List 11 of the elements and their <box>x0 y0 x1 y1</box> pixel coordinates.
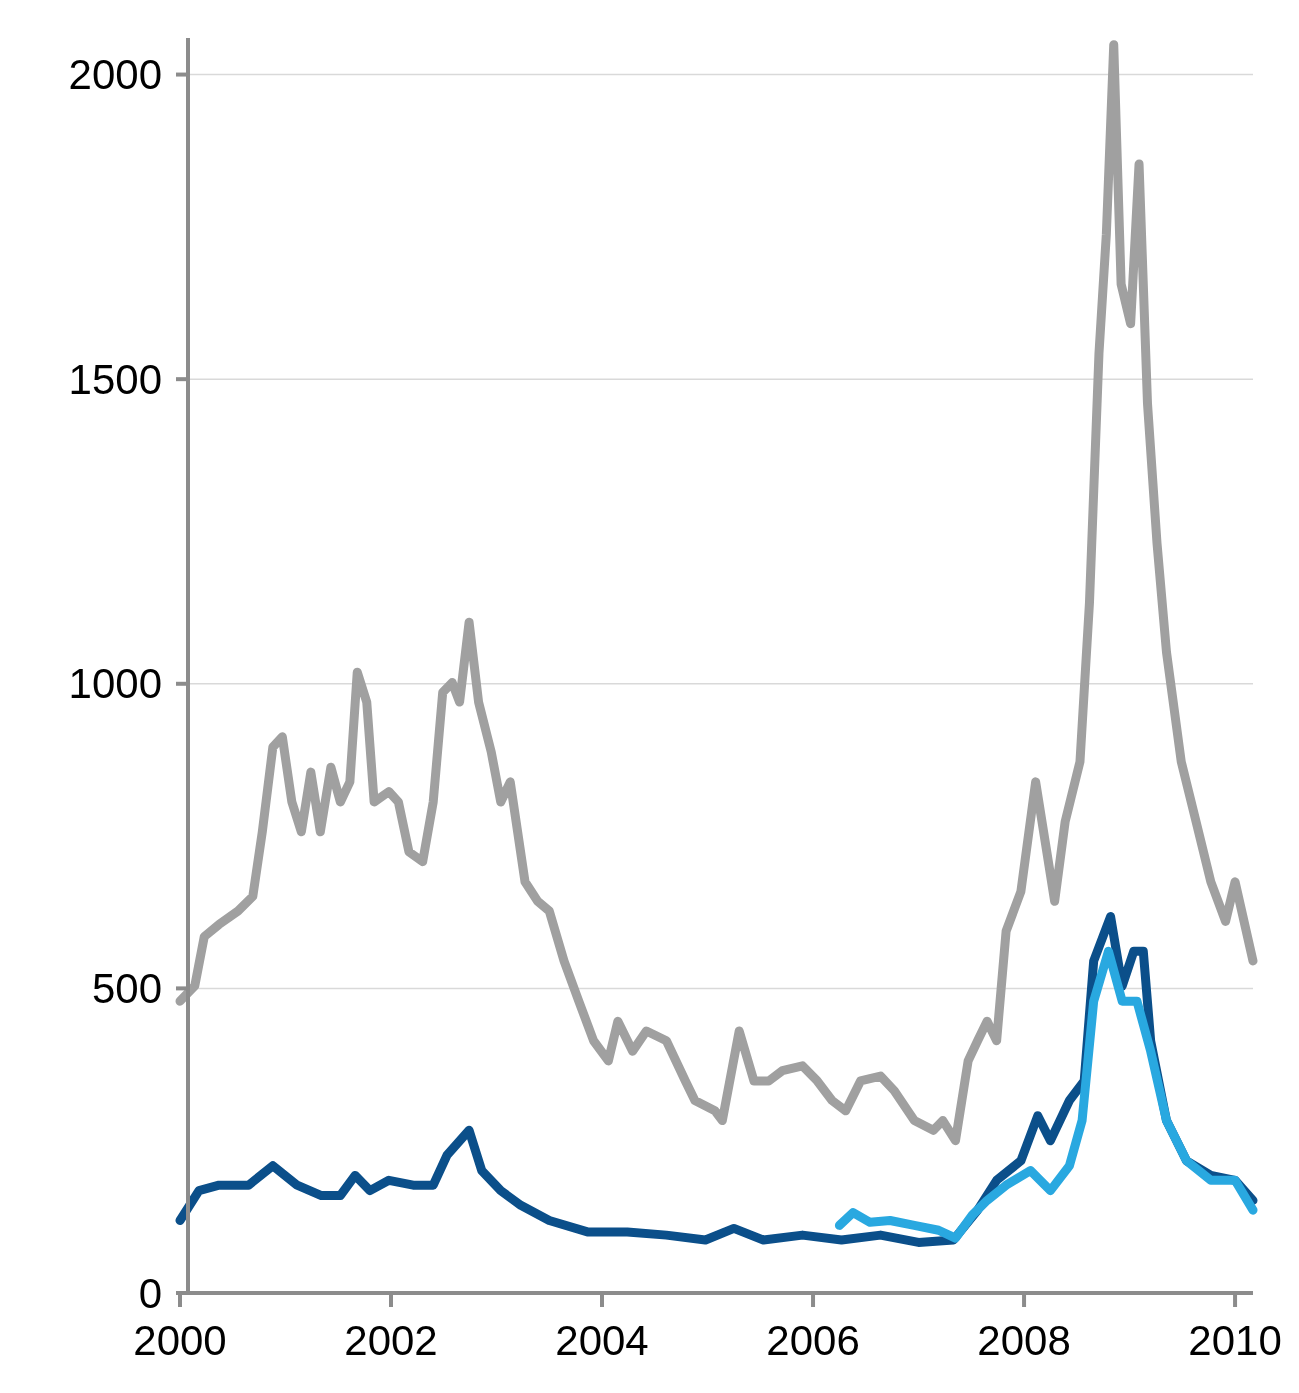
y-tick-label: 500 <box>91 965 162 1013</box>
y-tick-label: 1500 <box>68 355 162 403</box>
y-tick-label: 2000 <box>68 51 162 99</box>
y-tick-label: 1000 <box>68 660 162 708</box>
x-tick-label: 2002 <box>344 1317 438 1364</box>
y-tick-label: 0 <box>138 1269 162 1317</box>
x-tick-label: 2008 <box>977 1317 1071 1364</box>
x-tick-label: 2010 <box>1188 1317 1282 1364</box>
x-tick-label: 2000 <box>133 1317 227 1364</box>
x-tick-label: 2004 <box>555 1317 649 1364</box>
x-tick-label: 2006 <box>766 1317 860 1364</box>
